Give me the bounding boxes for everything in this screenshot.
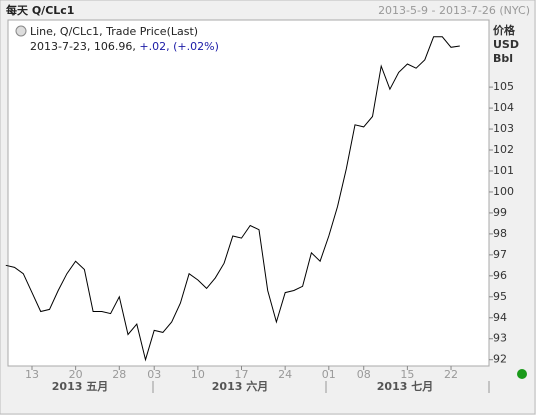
x-tick-label: 03 [147, 368, 161, 381]
chart-subtitle: 2013-5-9 - 2013-7-26 (NYC) [378, 4, 530, 17]
x-tick-label: 22 [444, 368, 458, 381]
x-tick-label: 17 [235, 368, 249, 381]
plot-area [7, 19, 490, 367]
y-axis-label: Bbl [493, 52, 513, 65]
line-series [5, 36, 460, 362]
month-label: 2013 七月 [377, 379, 433, 393]
month-label: 2013 六月 [212, 379, 268, 393]
chart-title: 每天 Q/CLc1 [6, 3, 74, 17]
y-tick-label: 92 [493, 353, 507, 366]
y-tick-label: 101 [493, 164, 514, 177]
x-tick-label: 20 [69, 368, 83, 381]
y-axis-label: 价格 [493, 23, 516, 37]
y-tick-label: 95 [493, 290, 507, 303]
y-tick-label: 104 [493, 101, 514, 114]
legend-icon[interactable] [15, 25, 27, 37]
y-axis-label: USD [493, 38, 519, 51]
x-tick-label: 24 [278, 368, 292, 381]
x-tick-label: 28 [112, 368, 126, 381]
x-tick-label: 10 [191, 368, 205, 381]
y-tick-label: 93 [493, 332, 507, 345]
y-tick-label: 96 [493, 269, 507, 282]
x-tick-label: 01 [322, 368, 336, 381]
y-tick-label: 99 [493, 206, 507, 219]
legend-change: +.02, (+.02%) [139, 40, 218, 53]
y-tick-label: 100 [493, 185, 514, 198]
y-tick-label: 98 [493, 227, 507, 240]
x-tick-label: 08 [357, 368, 371, 381]
y-tick-label: 105 [493, 80, 514, 93]
legend-value: 2013-7-23, 106.96, +.02, (+.02%) [30, 40, 219, 53]
status-dot [517, 369, 527, 379]
y-tick-label: 97 [493, 248, 507, 261]
legend-date: 2013-7-23, 106.96, [30, 40, 139, 53]
y-tick-label: 94 [493, 311, 507, 324]
y-tick-label: 102 [493, 143, 514, 156]
x-tick-label: 13 [25, 368, 39, 381]
month-label: 2013 五月 [52, 380, 108, 393]
y-tick-label: 103 [493, 122, 514, 135]
x-tick-label: 15 [400, 368, 414, 381]
legend-title: Line, Q/CLc1, Trade Price(Last) [30, 25, 198, 38]
